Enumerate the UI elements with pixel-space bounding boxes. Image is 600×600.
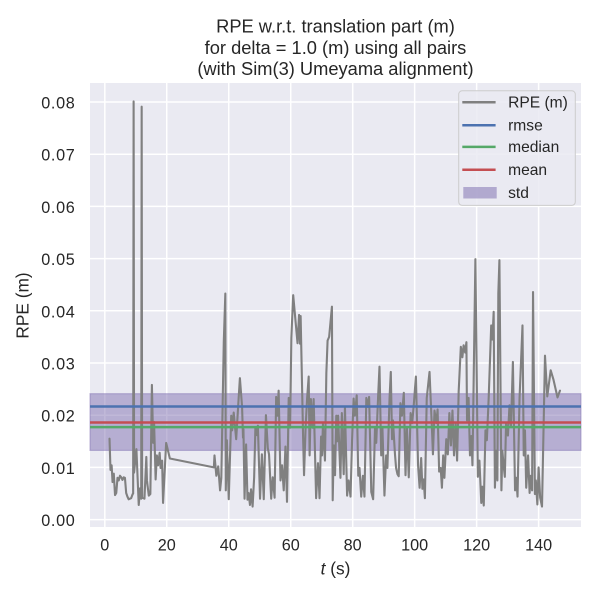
svg-text:0.01: 0.01 bbox=[41, 460, 75, 478]
svg-text:RPE (m): RPE (m) bbox=[508, 95, 568, 112]
svg-text:mean: mean bbox=[508, 162, 547, 179]
svg-text:std: std bbox=[508, 185, 529, 202]
svg-text:0.03: 0.03 bbox=[41, 356, 75, 374]
svg-text:RPE (m): RPE (m) bbox=[13, 272, 33, 338]
svg-text:RPE w.r.t. translation part (m: RPE w.r.t. translation part (m) bbox=[216, 16, 455, 37]
svg-text:0: 0 bbox=[100, 537, 109, 555]
svg-text:60: 60 bbox=[282, 537, 300, 555]
svg-text:median: median bbox=[508, 139, 559, 156]
svg-text:(with Sim(3) Umeyama alignment: (with Sim(3) Umeyama alignment) bbox=[197, 58, 473, 79]
svg-text:40: 40 bbox=[220, 537, 238, 555]
svg-text:for delta = 1.0 (m) using all: for delta = 1.0 (m) using all pairs bbox=[205, 37, 467, 58]
svg-text:0.04: 0.04 bbox=[41, 303, 75, 321]
svg-text:0.05: 0.05 bbox=[41, 251, 75, 269]
svg-text:0.08: 0.08 bbox=[41, 95, 75, 113]
svg-text:20: 20 bbox=[158, 537, 176, 555]
svg-text:140: 140 bbox=[525, 537, 552, 555]
svg-text:0.07: 0.07 bbox=[41, 147, 75, 165]
svg-text:rmse: rmse bbox=[508, 117, 543, 134]
svg-text:t (s): t (s) bbox=[321, 558, 351, 578]
svg-text:80: 80 bbox=[344, 537, 362, 555]
svg-text:0.02: 0.02 bbox=[41, 408, 75, 426]
svg-text:0.06: 0.06 bbox=[41, 199, 75, 217]
svg-text:0.00: 0.00 bbox=[41, 512, 75, 530]
svg-text:120: 120 bbox=[463, 537, 490, 555]
svg-text:100: 100 bbox=[401, 537, 428, 555]
